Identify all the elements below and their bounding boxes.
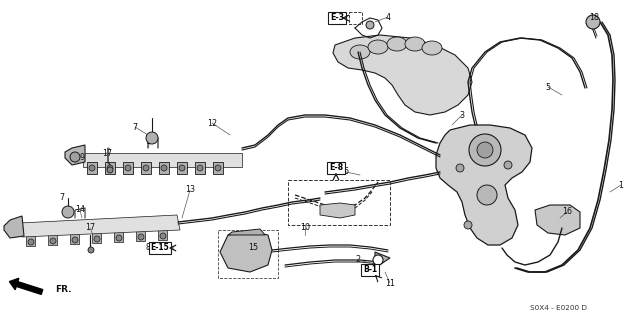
Bar: [26, 235, 35, 246]
Bar: [159, 162, 169, 174]
Ellipse shape: [350, 45, 370, 59]
Text: 15: 15: [248, 242, 258, 251]
Polygon shape: [436, 125, 532, 245]
Polygon shape: [65, 145, 85, 165]
Text: E-3: E-3: [330, 13, 344, 23]
Circle shape: [456, 164, 464, 172]
Ellipse shape: [422, 41, 442, 55]
Text: E-8: E-8: [329, 164, 343, 173]
Circle shape: [469, 134, 501, 166]
Text: 3: 3: [460, 110, 465, 120]
Circle shape: [70, 152, 80, 162]
Circle shape: [160, 233, 166, 239]
Bar: [141, 162, 151, 174]
Text: 11: 11: [385, 278, 395, 287]
Circle shape: [116, 235, 122, 241]
Polygon shape: [535, 205, 580, 235]
Polygon shape: [375, 252, 390, 268]
Text: 10: 10: [300, 224, 310, 233]
Circle shape: [146, 132, 158, 144]
Circle shape: [125, 165, 131, 171]
Bar: [123, 162, 133, 174]
Circle shape: [62, 206, 74, 218]
Bar: [136, 230, 145, 241]
Text: 2: 2: [355, 256, 360, 264]
Bar: [48, 234, 57, 245]
Text: 14: 14: [145, 137, 155, 145]
Text: 1: 1: [618, 181, 623, 189]
Polygon shape: [333, 35, 472, 115]
Bar: [195, 162, 205, 174]
Ellipse shape: [405, 37, 425, 51]
Circle shape: [373, 255, 383, 265]
Text: FR.: FR.: [55, 286, 72, 294]
Bar: [85, 155, 240, 165]
Bar: [158, 229, 167, 240]
Circle shape: [72, 237, 78, 243]
Text: 7: 7: [132, 122, 138, 131]
Circle shape: [50, 238, 56, 244]
Text: 17: 17: [85, 224, 95, 233]
Text: 18: 18: [589, 12, 599, 21]
Ellipse shape: [368, 40, 388, 54]
Text: 7: 7: [60, 194, 65, 203]
Bar: [114, 231, 123, 242]
Circle shape: [477, 142, 493, 158]
Text: 14: 14: [75, 205, 85, 214]
Bar: [83, 153, 242, 167]
Circle shape: [28, 239, 34, 245]
Polygon shape: [320, 203, 355, 218]
Text: 17: 17: [102, 149, 112, 158]
Circle shape: [504, 161, 512, 169]
Polygon shape: [20, 215, 180, 237]
Text: 8: 8: [145, 243, 150, 253]
Text: B-1: B-1: [363, 265, 377, 275]
Polygon shape: [220, 232, 272, 272]
Circle shape: [107, 165, 113, 171]
Circle shape: [88, 247, 94, 253]
Bar: [92, 232, 101, 243]
Text: 4: 4: [385, 12, 390, 21]
Polygon shape: [228, 229, 265, 235]
Text: S0X4 - E0200 D: S0X4 - E0200 D: [530, 305, 587, 311]
Circle shape: [586, 15, 600, 29]
Circle shape: [107, 167, 113, 173]
Polygon shape: [4, 216, 24, 238]
Circle shape: [215, 165, 221, 171]
Circle shape: [94, 236, 100, 242]
Text: 16: 16: [562, 207, 572, 217]
Circle shape: [366, 21, 374, 29]
Bar: [70, 233, 79, 244]
Text: E-15: E-15: [150, 243, 170, 253]
Circle shape: [197, 165, 203, 171]
Circle shape: [138, 234, 144, 240]
Text: 9: 9: [79, 152, 84, 161]
Circle shape: [179, 165, 185, 171]
Circle shape: [89, 165, 95, 171]
Text: 5: 5: [545, 83, 550, 92]
Circle shape: [464, 221, 472, 229]
Text: 13: 13: [185, 186, 195, 195]
Bar: [177, 162, 187, 174]
Bar: [105, 162, 115, 174]
Circle shape: [477, 185, 497, 205]
Bar: [213, 162, 223, 174]
Polygon shape: [22, 218, 177, 235]
Bar: [250, 245, 258, 249]
Circle shape: [161, 165, 167, 171]
Text: 12: 12: [207, 118, 217, 128]
FancyArrow shape: [10, 278, 43, 294]
Bar: [87, 162, 97, 174]
Text: 6: 6: [344, 167, 349, 176]
Circle shape: [143, 165, 149, 171]
Ellipse shape: [387, 37, 407, 51]
